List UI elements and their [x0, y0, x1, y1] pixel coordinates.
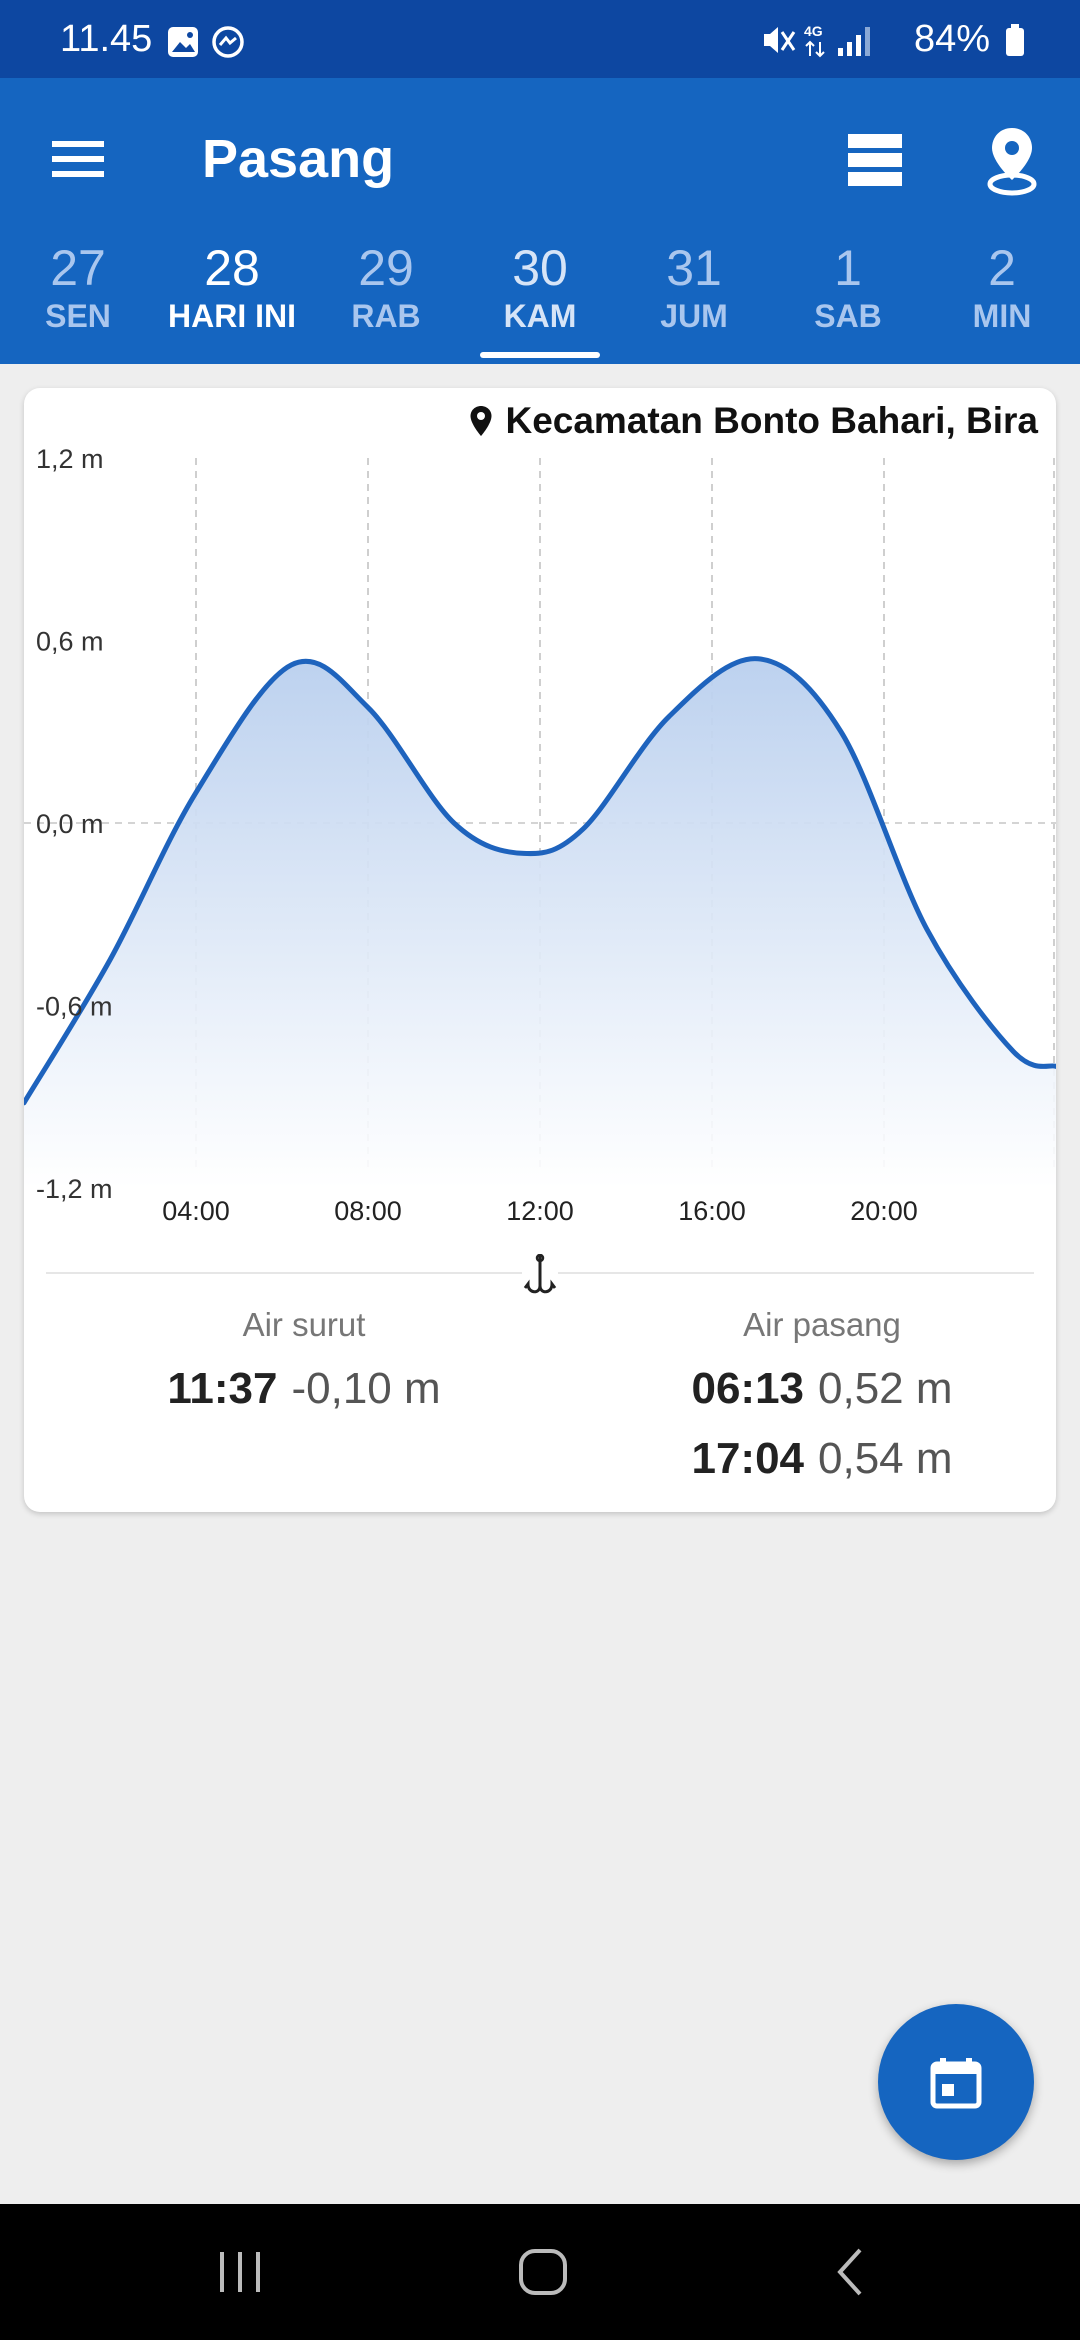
high-tide-heading: Air pasang [743, 1306, 901, 1343]
day-tab-28[interactable]: 28 HARI INI [155, 238, 309, 364]
day-number: 1 [834, 240, 862, 296]
day-tab-29[interactable]: 29 RAB [309, 238, 463, 364]
list-view-icon [848, 134, 902, 186]
recent-apps-button[interactable] [210, 2244, 270, 2300]
tide-card: 04:00 08:00 12:00 16:00 20:00 1,2 m 0,6 m 0,0 m… [24, 388, 1056, 1512]
low-tide-section: Air surut 11:37 -0,10 m [104, 1306, 504, 1432]
signal-icon [837, 26, 870, 56]
high-tide-section: Air pasang 06:13 0,52 m 17:04 0,54 m [584, 1306, 1060, 1502]
battery-percent: 84% [913, 18, 990, 60]
day-label: KAM [503, 298, 577, 334]
day-label: HARI INI [168, 298, 296, 334]
day-label: SAB [814, 298, 882, 334]
y-tick-label: 0,6 m [36, 627, 104, 657]
low-tide-heading: Air surut [242, 1306, 366, 1343]
system-nav-bar [0, 2204, 1080, 2340]
location-text: Kecamatan Bonto Bahari, Bira [505, 400, 1038, 441]
low-tide-entry: 11:37 -0,10 m [104, 1362, 504, 1416]
day-tabs: 27 SEN 28 HARI INI 29 RAB 30 KAM 31 JUM … [0, 238, 1080, 364]
x-tick-label: 16:00 [678, 1196, 746, 1226]
tide-time: 06:13 [691, 1364, 805, 1413]
x-tick-label: 20:00 [850, 1196, 918, 1226]
day-number: 29 [358, 240, 414, 296]
app-bar: Pasang 27 SEN 28 HARI INI 29 RAB 30 KAM [0, 78, 1080, 364]
high-tide-entry: 06:13 0,52 m [584, 1362, 1060, 1416]
home-icon [519, 2249, 567, 2295]
svg-text:4G: 4G [804, 23, 823, 39]
gallery-icon [168, 27, 198, 57]
day-label: JUM [660, 298, 728, 334]
day-tab-30[interactable]: 30 KAM [463, 238, 617, 364]
mute-icon [763, 26, 796, 53]
calendar-button[interactable] [878, 2004, 1034, 2160]
page-title: Pasang [202, 129, 395, 189]
day-label: MIN [972, 298, 1032, 334]
calendar-icon [930, 2058, 982, 2109]
high-tide-entry: 17:04 0,54 m [584, 1432, 1060, 1486]
tide-height: 0,54 m [818, 1434, 953, 1483]
back-button[interactable] [826, 2242, 874, 2302]
day-tab-2[interactable]: 2 MIN [925, 238, 1079, 364]
status-bar: 11.45 4G [0, 0, 1080, 78]
day-tab-31[interactable]: 31 JUM [617, 238, 771, 364]
y-tick-label: 0,0 m [36, 809, 104, 839]
battery-icon [1006, 23, 1024, 56]
day-tab-1[interactable]: 1 SAB [771, 238, 925, 364]
location-label: Kecamatan Bonto Bahari, Bira [469, 400, 1038, 442]
day-number: 30 [512, 240, 568, 296]
day-tab-27[interactable]: 27 SEN [1, 238, 155, 364]
day-number: 31 [666, 240, 722, 296]
4g-icon: 4G [804, 23, 825, 57]
location-button[interactable] [972, 120, 1052, 200]
x-tick-label: 12:00 [506, 1196, 574, 1226]
tide-height: 0,52 m [818, 1364, 953, 1413]
tide-line [24, 656, 1056, 1106]
notification-icons [166, 24, 250, 65]
back-icon [837, 2248, 862, 2296]
tide-area [24, 658, 1056, 1188]
signal-icons: 4G [763, 23, 870, 57]
menu-icon [52, 141, 104, 177]
fishing-hook-icon [522, 1253, 558, 1298]
day-label: SEN [45, 298, 111, 334]
tide-height: -0,10 m [291, 1364, 441, 1413]
y-tick-label: 1,2 m [36, 444, 104, 474]
list-view-button[interactable] [834, 120, 914, 200]
home-button[interactable] [510, 2242, 576, 2302]
x-tick-label: 08:00 [334, 1196, 402, 1226]
tide-chart: 04:00 08:00 12:00 16:00 20:00 1,2 m 0,6 m 0,0 m… [24, 444, 1056, 1226]
tide-time: 17:04 [691, 1434, 805, 1483]
map-pin-icon [470, 406, 492, 436]
y-tick-label: -1,2 m [36, 1174, 113, 1204]
day-number: 28 [204, 240, 260, 296]
tide-time: 11:37 [167, 1364, 278, 1413]
recent-apps-icon [220, 2252, 260, 2292]
location-pin-icon [987, 128, 1037, 196]
selected-day-indicator [480, 352, 600, 358]
menu-button[interactable] [40, 124, 120, 194]
status-right: 4G 84% [760, 18, 1026, 61]
day-number: 2 [988, 240, 1016, 296]
y-tick-label: -0,6 m [36, 992, 113, 1022]
day-label: RAB [351, 298, 421, 334]
status-time: 11.45 [60, 18, 153, 60]
messenger-icon [212, 26, 244, 58]
day-number: 27 [50, 240, 106, 296]
x-tick-label: 04:00 [162, 1196, 230, 1226]
